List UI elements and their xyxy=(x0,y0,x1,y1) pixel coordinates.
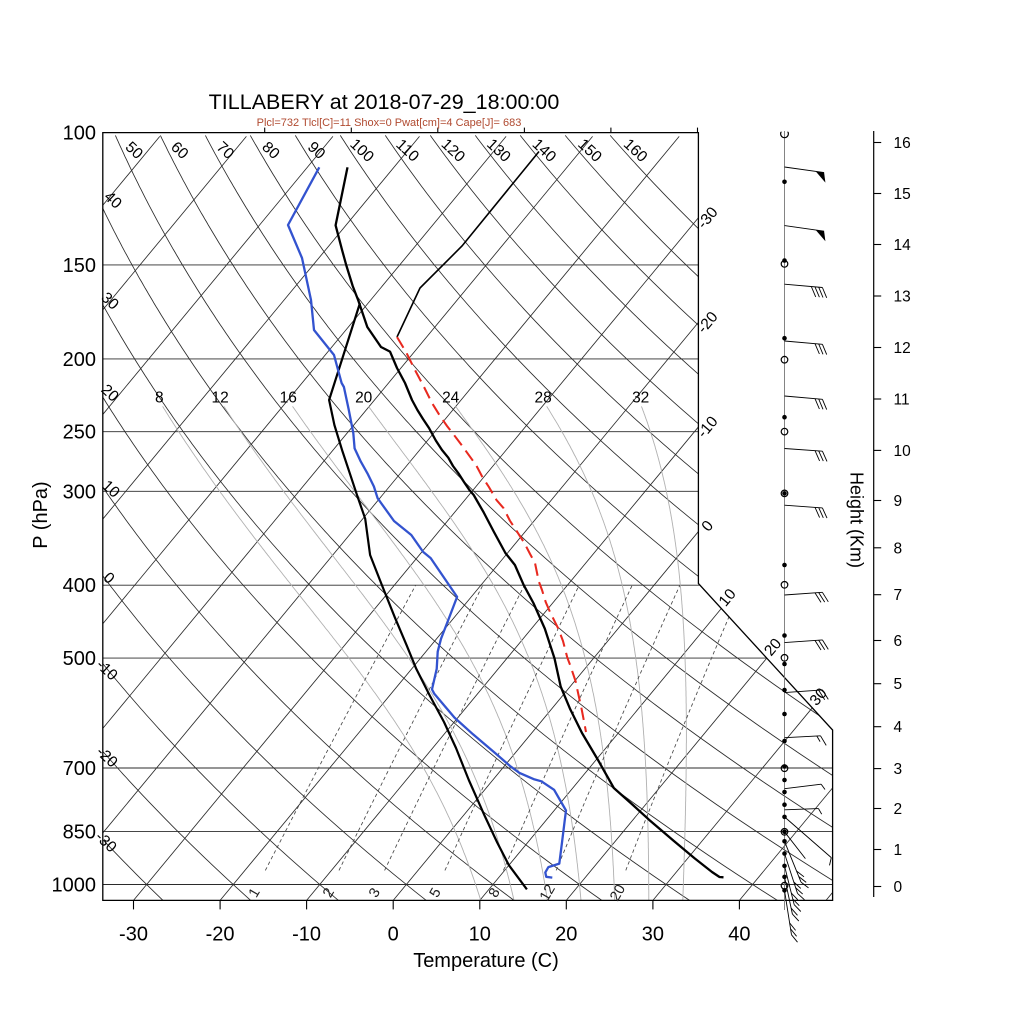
svg-text:1: 1 xyxy=(894,842,903,859)
svg-text:100: 100 xyxy=(63,123,96,145)
svg-text:3: 3 xyxy=(894,761,903,778)
svg-text:16: 16 xyxy=(894,135,911,152)
svg-text:150: 150 xyxy=(63,255,96,277)
svg-text:P (hPa): P (hPa) xyxy=(30,481,52,548)
svg-text:8: 8 xyxy=(894,540,903,557)
svg-text:20: 20 xyxy=(607,882,629,904)
svg-text:6: 6 xyxy=(894,633,903,650)
svg-text:12: 12 xyxy=(211,389,228,406)
svg-text:250: 250 xyxy=(63,422,96,444)
svg-text:20: 20 xyxy=(355,389,373,406)
svg-text:200: 200 xyxy=(63,349,96,371)
svg-text:1000: 1000 xyxy=(52,875,97,897)
svg-text:-10: -10 xyxy=(292,924,321,946)
svg-text:14: 14 xyxy=(894,237,912,254)
svg-text:16: 16 xyxy=(280,389,297,406)
svg-text:24: 24 xyxy=(442,389,460,406)
svg-text:40: 40 xyxy=(728,924,750,946)
svg-text:4: 4 xyxy=(894,719,903,736)
svg-text:9: 9 xyxy=(894,493,903,510)
svg-text:15: 15 xyxy=(894,186,911,203)
svg-text:700: 700 xyxy=(63,758,96,780)
svg-text:30: 30 xyxy=(642,924,664,946)
svg-text:300: 300 xyxy=(63,481,96,503)
svg-text:0: 0 xyxy=(388,924,399,946)
svg-text:Height (Km): Height (Km) xyxy=(847,472,867,568)
svg-text:11: 11 xyxy=(894,392,910,409)
svg-text:0: 0 xyxy=(894,879,903,896)
svg-text:20: 20 xyxy=(555,924,577,946)
svg-text:Temperature (C): Temperature (C) xyxy=(413,950,559,972)
svg-text:7: 7 xyxy=(894,587,903,604)
svg-text:-30: -30 xyxy=(119,924,148,946)
svg-text:850: 850 xyxy=(63,821,96,843)
svg-text:TILLABERY at 2018-07-29_18:00:: TILLABERY at 2018-07-29_18:00:00 xyxy=(209,90,560,114)
svg-text:12: 12 xyxy=(537,882,559,904)
svg-text:13: 13 xyxy=(894,289,911,306)
svg-text:10: 10 xyxy=(469,924,491,946)
svg-text:10: 10 xyxy=(894,443,912,460)
svg-text:500: 500 xyxy=(63,648,96,670)
svg-text:400: 400 xyxy=(63,575,96,597)
svg-text:5: 5 xyxy=(894,676,903,693)
svg-text:8: 8 xyxy=(155,389,164,406)
svg-text:Plcl=732 Tlcl[C]=11 Shox=0 Pwa: Plcl=732 Tlcl[C]=11 Shox=0 Pwat[cm]=4 Ca… xyxy=(257,117,522,129)
svg-text:32: 32 xyxy=(632,389,649,406)
svg-text:12: 12 xyxy=(894,340,911,357)
svg-text:2: 2 xyxy=(894,801,903,818)
svg-text:-20: -20 xyxy=(206,924,235,946)
svg-text:28: 28 xyxy=(534,389,551,406)
